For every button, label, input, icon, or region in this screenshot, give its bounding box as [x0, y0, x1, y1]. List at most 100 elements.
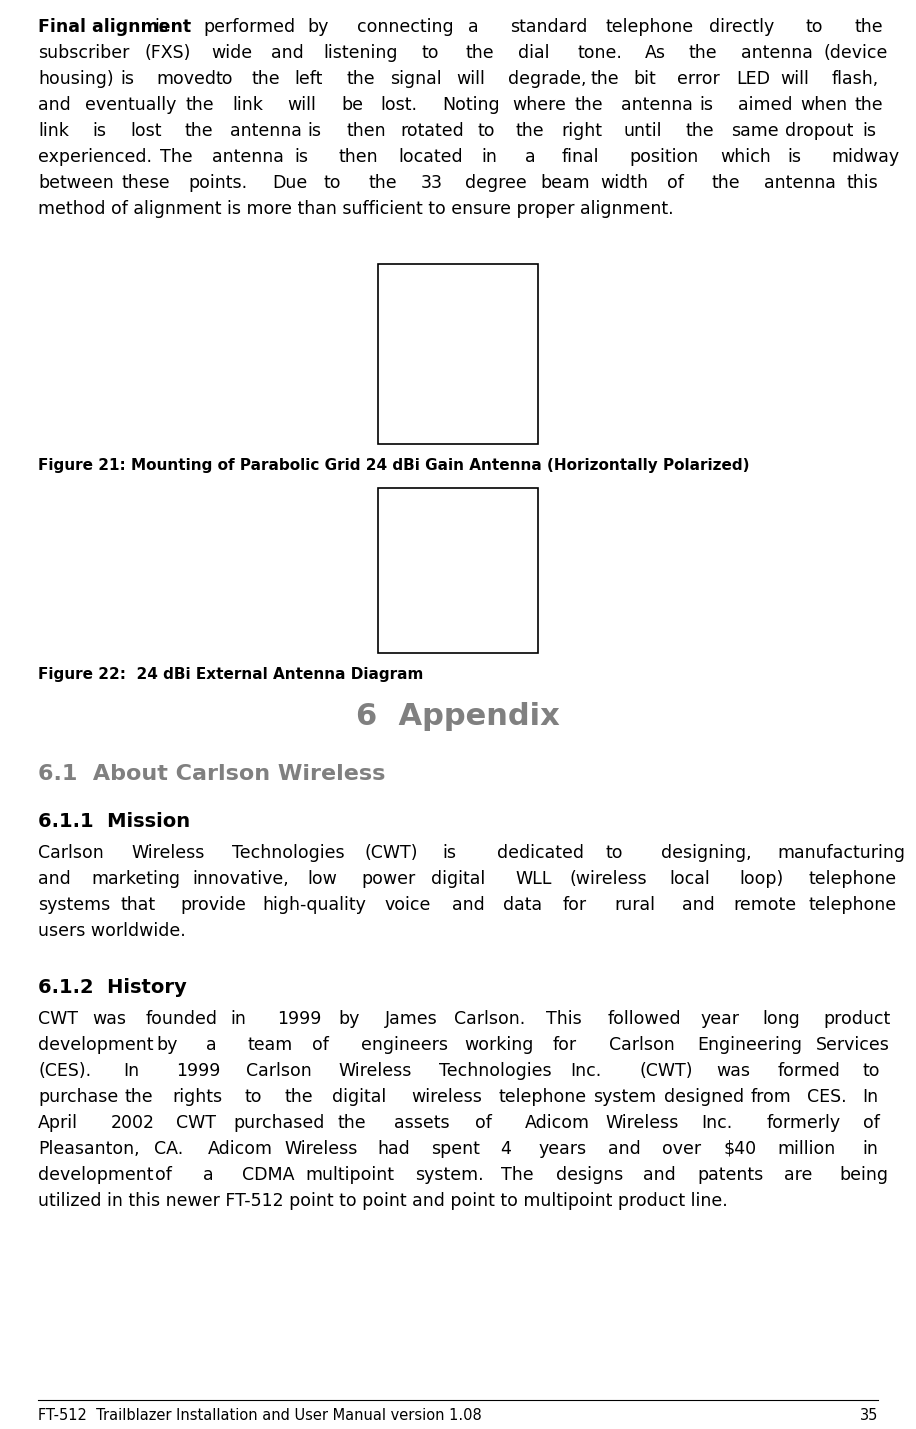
Text: (wireless: (wireless [570, 870, 647, 887]
Text: designs: designs [556, 1166, 624, 1185]
Text: followed: followed [608, 1010, 682, 1027]
Text: Technologies: Technologies [233, 845, 345, 862]
Text: to: to [606, 845, 624, 862]
Text: Inc.: Inc. [570, 1062, 601, 1080]
Text: wide: wide [212, 44, 253, 61]
Text: of: of [312, 1036, 329, 1055]
Text: was: was [716, 1062, 750, 1080]
Text: spent: spent [431, 1140, 480, 1157]
Text: located: located [398, 149, 463, 166]
Text: million: million [778, 1140, 836, 1157]
Text: system: system [593, 1087, 656, 1106]
Text: when: when [801, 96, 847, 114]
Text: marketing: marketing [92, 870, 180, 887]
Text: to: to [863, 1062, 880, 1080]
Text: dedicated: dedicated [497, 845, 584, 862]
Text: to: to [805, 19, 823, 36]
Text: (FXS): (FXS) [144, 44, 191, 61]
Text: subscriber: subscriber [38, 44, 129, 61]
Text: experienced.: experienced. [38, 149, 152, 166]
Text: is: is [788, 149, 802, 166]
Text: As: As [645, 44, 666, 61]
Text: Figure 22:  24 dBi External Antenna Diagram: Figure 22: 24 dBi External Antenna Diagr… [38, 667, 423, 682]
Text: team: team [247, 1036, 292, 1055]
Bar [378, 487, 538, 653]
Text: be: be [342, 96, 364, 114]
Text: will: will [456, 70, 485, 89]
Text: Due: Due [272, 174, 307, 191]
Text: and: and [38, 870, 71, 887]
Text: Adicom: Adicom [208, 1140, 273, 1157]
Text: Carlson: Carlson [609, 1036, 675, 1055]
Text: moved: moved [157, 70, 216, 89]
Text: from: from [751, 1087, 791, 1106]
Text: low: low [308, 870, 338, 887]
Text: Pleasanton,: Pleasanton, [38, 1140, 139, 1157]
Text: local: local [670, 870, 711, 887]
Text: of: of [155, 1166, 172, 1185]
Text: these: these [121, 174, 169, 191]
Text: Wireless: Wireless [605, 1115, 679, 1132]
Text: beam: beam [540, 174, 590, 191]
Text: wireless: wireless [411, 1087, 483, 1106]
Text: years: years [539, 1140, 587, 1157]
Text: CWT: CWT [38, 1010, 78, 1027]
Text: by: by [308, 19, 329, 36]
Text: between: between [38, 174, 114, 191]
Text: digital: digital [431, 870, 485, 887]
Text: width: width [600, 174, 648, 191]
Text: founded: founded [146, 1010, 218, 1027]
Text: by: by [157, 1036, 179, 1055]
Text: 1999: 1999 [177, 1062, 221, 1080]
Text: systems: systems [38, 896, 110, 915]
Text: the: the [689, 44, 717, 61]
Text: the: the [574, 96, 604, 114]
Text: left: left [295, 70, 323, 89]
Text: LED: LED [736, 70, 770, 89]
Text: high-quality: high-quality [263, 896, 366, 915]
Text: telephone: telephone [808, 870, 897, 887]
Text: that: that [121, 896, 156, 915]
Text: rural: rural [615, 896, 655, 915]
Text: for: for [552, 1036, 576, 1055]
Text: was: was [92, 1010, 125, 1027]
Text: is: is [120, 70, 135, 89]
Text: error: error [678, 70, 720, 89]
Text: signal: signal [389, 70, 442, 89]
Text: link: link [38, 121, 69, 140]
Text: position: position [629, 149, 699, 166]
Text: (CES).: (CES). [38, 1062, 91, 1080]
Text: (CWT): (CWT) [365, 845, 418, 862]
Text: Wireless: Wireless [285, 1140, 358, 1157]
Text: by: by [338, 1010, 360, 1027]
Text: 6  Appendix: 6 Appendix [356, 702, 560, 732]
Text: being: being [839, 1166, 889, 1185]
Text: then: then [346, 121, 386, 140]
Text: aimed: aimed [738, 96, 792, 114]
Text: to: to [324, 174, 342, 191]
Text: Services: Services [816, 1036, 889, 1055]
Bar [378, 264, 538, 444]
Text: to: to [477, 121, 495, 140]
Text: the: the [186, 96, 214, 114]
Text: points.: points. [189, 174, 248, 191]
Text: a: a [202, 1166, 213, 1185]
Text: a: a [526, 149, 536, 166]
Text: and: and [38, 96, 71, 114]
Text: is: is [308, 121, 322, 140]
Text: Carlson.: Carlson. [453, 1010, 525, 1027]
Text: eventually: eventually [84, 96, 176, 114]
Text: CDMA: CDMA [243, 1166, 295, 1185]
Text: users worldwide.: users worldwide. [38, 922, 186, 940]
Text: telephone: telephone [808, 896, 897, 915]
Text: innovative,: innovative, [192, 870, 289, 887]
Text: the: the [184, 121, 213, 140]
Text: connecting: connecting [356, 19, 453, 36]
Text: loop): loop) [739, 870, 783, 887]
Text: link: link [233, 96, 263, 114]
Text: are: are [784, 1166, 812, 1185]
Text: antenna: antenna [212, 149, 283, 166]
Text: will: will [780, 70, 809, 89]
Text: purchase: purchase [38, 1087, 118, 1106]
Text: the: the [516, 121, 544, 140]
